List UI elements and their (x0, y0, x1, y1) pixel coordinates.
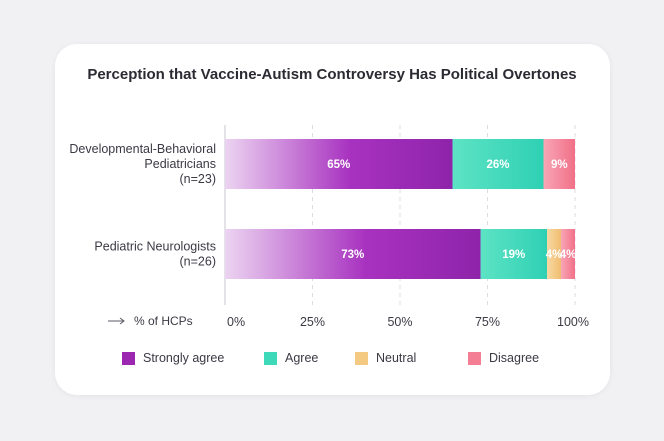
arrow-right-icon (119, 317, 125, 325)
legend-label: Agree (285, 351, 319, 365)
bar-value-label: 4% (546, 249, 563, 261)
x-tick-label: 75% (475, 315, 500, 329)
legend-label: Neutral (376, 351, 417, 365)
legend-label: Strongly agree (143, 351, 225, 365)
x-tick-label: 0% (227, 315, 245, 329)
category-label: Pediatricians (144, 157, 216, 171)
bar-segment-strongly-agree (225, 139, 453, 189)
category-label: Developmental-Behavioral (69, 142, 216, 156)
x-axis-label: % of HCPs (134, 314, 193, 328)
category-n-label: (n=23) (180, 172, 216, 186)
category-n-label: (n=26) (180, 255, 216, 269)
legend-swatch (264, 351, 277, 365)
legend-swatch (355, 351, 368, 365)
legend-item: Disagree (468, 351, 539, 365)
bar-value-label: 9% (551, 159, 568, 171)
legend: Strongly agree Agree Neutral Disagree (0, 351, 664, 371)
chart-card (55, 44, 610, 395)
bars (225, 139, 575, 279)
legend-label: Disagree (489, 351, 540, 365)
labels: 0% 25% 50% 75% 100% % of HCPs Developmental-Be… (69, 142, 589, 329)
bar-value-label: 19% (502, 249, 525, 261)
x-tick-label: 50% (387, 315, 412, 329)
legend-item: Neutral (355, 351, 416, 365)
bar-value-label: 4% (560, 249, 577, 261)
bar-value-label: 65% (327, 159, 350, 171)
bar-segment-disagree (561, 229, 575, 279)
legend-swatch (122, 351, 135, 365)
legend-item: Agree (264, 351, 318, 365)
category-label: Pediatric Neurologists (94, 240, 216, 254)
bar-value-label: 26% (486, 159, 509, 171)
legend-swatch (468, 351, 481, 365)
bar-segment-neutral (547, 229, 561, 279)
chart-title: Perception that Vaccine-Autism Controver… (87, 66, 577, 83)
x-tick-label: 100% (557, 315, 589, 329)
legend-item: Strongly agree (122, 351, 224, 365)
bar-segment-agree (452, 139, 544, 189)
bar-segment-strongly-agree (225, 229, 481, 279)
bar-segment-disagree (543, 139, 575, 189)
bar-value-label: 73% (341, 249, 364, 261)
bar-segment-agree (480, 229, 547, 279)
x-tick-label: 25% (300, 315, 325, 329)
